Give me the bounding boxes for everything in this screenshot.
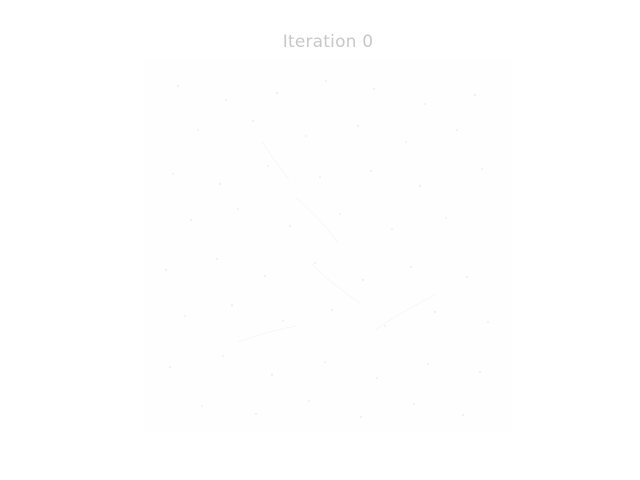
image-panel [144, 58, 512, 432]
figure-title: Iteration 0 [282, 32, 374, 52]
faint-image-speckle [164, 80, 489, 419]
